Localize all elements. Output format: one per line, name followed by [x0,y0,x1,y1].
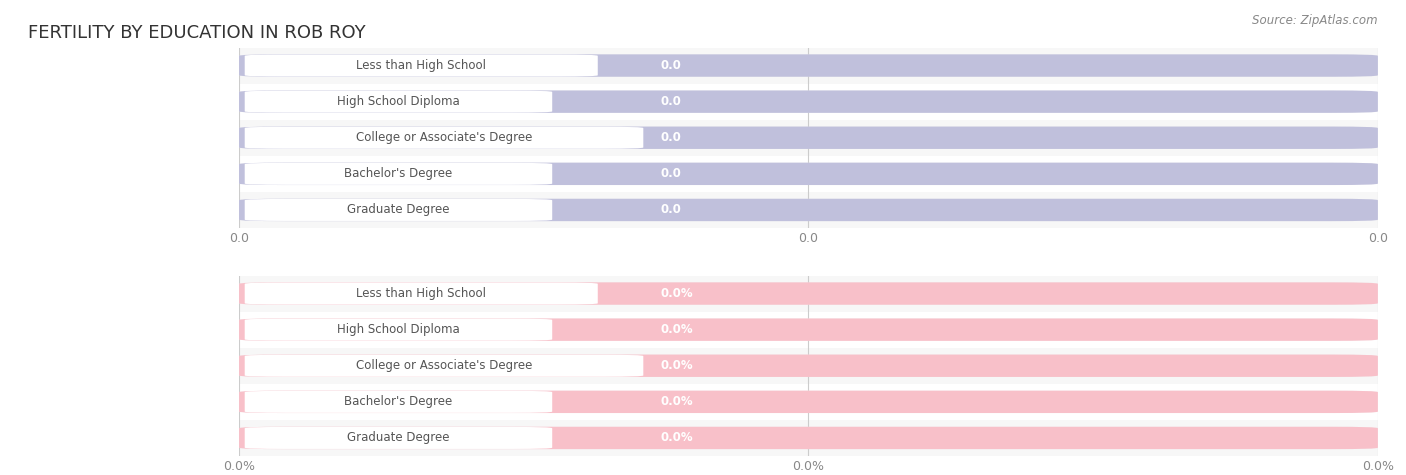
FancyBboxPatch shape [239,162,1378,185]
Text: 0.0: 0.0 [661,131,682,144]
Bar [239,192,1378,228]
Text: High School Diploma: High School Diploma [337,95,460,108]
FancyBboxPatch shape [239,90,1378,113]
Text: 0.0: 0.0 [661,59,682,72]
FancyBboxPatch shape [239,54,1378,77]
Text: 0.0: 0.0 [661,167,682,180]
Text: 0.0%: 0.0% [661,359,693,372]
Text: Bachelor's Degree: Bachelor's Degree [344,167,453,180]
FancyBboxPatch shape [239,427,1378,449]
Bar [239,120,1378,156]
Bar [239,348,1378,384]
Text: College or Associate's Degree: College or Associate's Degree [356,131,533,144]
Bar [239,156,1378,192]
Bar [239,84,1378,120]
FancyBboxPatch shape [239,390,1378,413]
FancyBboxPatch shape [245,391,553,413]
Bar [239,384,1378,420]
Text: Less than High School: Less than High School [356,59,486,72]
Bar [239,420,1378,456]
FancyBboxPatch shape [239,54,1378,77]
Text: 0.0: 0.0 [661,203,682,217]
FancyBboxPatch shape [239,199,1378,221]
FancyBboxPatch shape [239,318,1378,341]
FancyBboxPatch shape [245,283,598,304]
Text: 0.0%: 0.0% [661,323,693,336]
FancyBboxPatch shape [239,126,1378,149]
FancyBboxPatch shape [239,282,1378,305]
FancyBboxPatch shape [245,199,553,221]
FancyBboxPatch shape [239,126,1378,149]
Text: Source: ZipAtlas.com: Source: ZipAtlas.com [1253,14,1378,27]
Text: 0.0%: 0.0% [661,431,693,445]
Bar [239,276,1378,312]
Bar [239,48,1378,84]
FancyBboxPatch shape [245,127,644,149]
Text: 0.0: 0.0 [661,95,682,108]
FancyBboxPatch shape [245,319,553,341]
Bar [239,312,1378,348]
Text: 0.0%: 0.0% [661,395,693,408]
FancyBboxPatch shape [239,427,1378,449]
FancyBboxPatch shape [239,354,1378,377]
FancyBboxPatch shape [245,55,598,76]
FancyBboxPatch shape [239,162,1378,185]
FancyBboxPatch shape [245,91,553,113]
Text: Bachelor's Degree: Bachelor's Degree [344,395,453,408]
Text: 0.0%: 0.0% [661,287,693,300]
Text: Less than High School: Less than High School [356,287,486,300]
FancyBboxPatch shape [245,427,553,449]
Text: Graduate Degree: Graduate Degree [347,203,450,217]
FancyBboxPatch shape [245,163,553,185]
FancyBboxPatch shape [239,90,1378,113]
Text: Graduate Degree: Graduate Degree [347,431,450,445]
Text: College or Associate's Degree: College or Associate's Degree [356,359,533,372]
Text: High School Diploma: High School Diploma [337,323,460,336]
Text: FERTILITY BY EDUCATION IN ROB ROY: FERTILITY BY EDUCATION IN ROB ROY [28,24,366,42]
FancyBboxPatch shape [245,355,644,377]
FancyBboxPatch shape [239,282,1378,305]
FancyBboxPatch shape [239,318,1378,341]
FancyBboxPatch shape [239,199,1378,221]
FancyBboxPatch shape [239,390,1378,413]
FancyBboxPatch shape [239,354,1378,377]
